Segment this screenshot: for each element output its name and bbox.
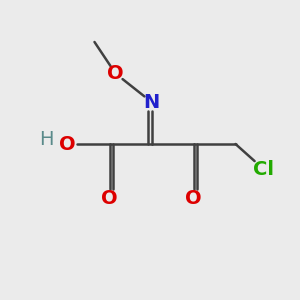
Text: Cl: Cl <box>254 160 274 179</box>
Text: O: O <box>101 188 118 208</box>
Text: O: O <box>107 64 124 83</box>
Text: N: N <box>143 92 160 112</box>
Text: O: O <box>185 188 202 208</box>
Text: O: O <box>59 134 76 154</box>
Text: H: H <box>39 130 54 149</box>
